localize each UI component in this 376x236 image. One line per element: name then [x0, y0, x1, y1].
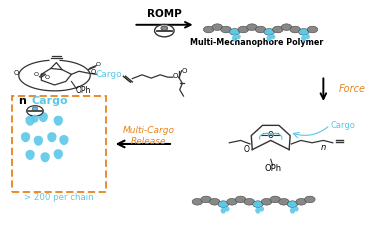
- Polygon shape: [271, 34, 275, 39]
- Text: Cargo: Cargo: [31, 97, 68, 106]
- Text: O: O: [182, 67, 187, 74]
- Circle shape: [227, 198, 237, 205]
- Circle shape: [247, 24, 257, 30]
- Text: O: O: [33, 72, 38, 77]
- Text: Cargo: Cargo: [96, 70, 123, 79]
- Circle shape: [192, 198, 203, 205]
- Circle shape: [273, 26, 283, 33]
- Circle shape: [261, 198, 272, 205]
- Text: Cargo: Cargo: [331, 121, 356, 130]
- Circle shape: [229, 29, 240, 35]
- Polygon shape: [54, 149, 63, 159]
- Polygon shape: [290, 208, 295, 214]
- Polygon shape: [21, 132, 30, 142]
- Text: OPh: OPh: [75, 86, 91, 95]
- Polygon shape: [39, 112, 48, 122]
- Polygon shape: [267, 35, 272, 41]
- Circle shape: [32, 107, 38, 110]
- Circle shape: [27, 106, 43, 116]
- Text: > 200 per chain: > 200 per chain: [24, 193, 94, 202]
- Polygon shape: [260, 207, 264, 211]
- Polygon shape: [54, 116, 63, 126]
- Text: Multi-Cargo: Multi-Cargo: [123, 126, 174, 135]
- Circle shape: [244, 198, 255, 205]
- Circle shape: [235, 196, 246, 203]
- Circle shape: [221, 26, 231, 33]
- Text: Multi-Mechanophore Polymer: Multi-Mechanophore Polymer: [190, 38, 323, 47]
- Polygon shape: [26, 150, 35, 160]
- Text: ROMP: ROMP: [147, 9, 182, 19]
- Text: n: n: [321, 143, 326, 152]
- Circle shape: [281, 24, 292, 30]
- Polygon shape: [31, 115, 39, 123]
- Bar: [12, 96, 106, 192]
- Text: n: n: [19, 97, 31, 106]
- Circle shape: [290, 26, 300, 33]
- Circle shape: [264, 29, 274, 35]
- Polygon shape: [225, 207, 229, 211]
- Circle shape: [155, 25, 174, 37]
- Circle shape: [201, 196, 211, 203]
- Text: OPh: OPh: [264, 164, 281, 173]
- Text: O: O: [96, 62, 101, 67]
- Text: Force: Force: [338, 84, 365, 93]
- Circle shape: [209, 198, 220, 205]
- Circle shape: [270, 196, 280, 203]
- Circle shape: [203, 26, 214, 33]
- Circle shape: [218, 201, 229, 207]
- Text: O: O: [44, 75, 50, 80]
- Circle shape: [279, 198, 289, 205]
- Polygon shape: [26, 116, 35, 126]
- Polygon shape: [255, 208, 261, 214]
- Circle shape: [255, 26, 266, 33]
- Circle shape: [305, 196, 315, 203]
- Circle shape: [296, 198, 306, 205]
- Polygon shape: [59, 135, 68, 145]
- Polygon shape: [34, 136, 43, 146]
- Circle shape: [307, 26, 318, 33]
- Circle shape: [238, 26, 249, 33]
- Text: O: O: [91, 69, 96, 75]
- Text: O: O: [243, 145, 249, 154]
- Text: O: O: [268, 131, 274, 140]
- Polygon shape: [47, 132, 56, 142]
- Polygon shape: [237, 34, 241, 39]
- Polygon shape: [232, 35, 237, 41]
- Text: Release: Release: [131, 137, 166, 146]
- Text: O: O: [173, 73, 178, 79]
- Polygon shape: [301, 35, 306, 41]
- Polygon shape: [294, 207, 299, 211]
- Polygon shape: [41, 152, 50, 162]
- Text: O: O: [13, 70, 18, 76]
- Polygon shape: [221, 208, 226, 214]
- Circle shape: [161, 26, 168, 30]
- Circle shape: [287, 201, 298, 207]
- Circle shape: [299, 29, 309, 35]
- Circle shape: [212, 24, 223, 30]
- Polygon shape: [306, 34, 310, 39]
- Circle shape: [253, 201, 263, 207]
